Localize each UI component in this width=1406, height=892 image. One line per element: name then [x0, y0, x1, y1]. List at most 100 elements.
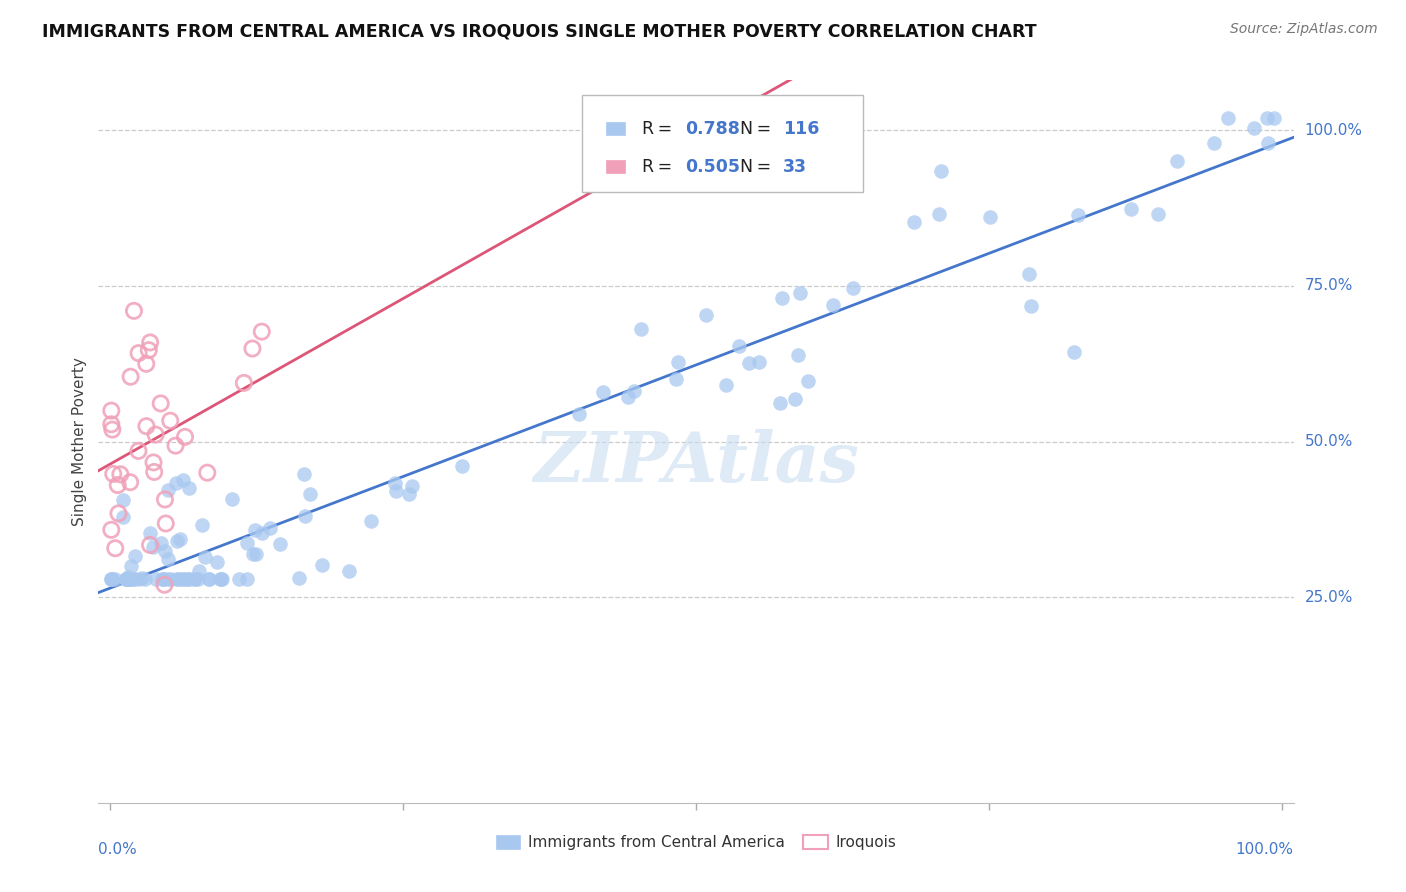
Text: 116: 116	[783, 120, 820, 137]
Point	[177, 572, 200, 586]
Point	[1019, 299, 1042, 313]
Point	[208, 572, 231, 586]
Point	[1018, 267, 1040, 281]
Point	[100, 572, 122, 586]
FancyBboxPatch shape	[582, 95, 863, 193]
Point	[118, 572, 141, 586]
Point	[294, 508, 316, 523]
Point	[738, 355, 761, 369]
Text: 0.788: 0.788	[685, 120, 740, 137]
Point	[232, 376, 254, 390]
Point	[197, 572, 219, 586]
Text: IMMIGRANTS FROM CENTRAL AMERICA VS IROQUOIS SINGLE MOTHER POVERTY CORRELATION CH: IMMIGRANTS FROM CENTRAL AMERICA VS IROQU…	[42, 22, 1036, 40]
Point	[1067, 208, 1090, 222]
Point	[139, 335, 162, 350]
Point	[166, 533, 188, 548]
Point	[101, 423, 124, 437]
Point	[568, 407, 591, 421]
Point	[211, 572, 233, 586]
Point	[384, 476, 406, 491]
Text: ZIPAtlas: ZIPAtlas	[533, 429, 859, 497]
Point	[169, 533, 191, 547]
Point	[167, 572, 190, 586]
Point	[979, 210, 1001, 224]
Point	[769, 396, 792, 410]
Point	[823, 298, 845, 312]
Point	[195, 466, 218, 480]
Point	[117, 570, 139, 584]
Point	[228, 572, 250, 586]
Point	[111, 493, 134, 508]
Point	[155, 544, 177, 558]
Point	[120, 559, 142, 574]
Point	[250, 526, 273, 541]
Point	[160, 572, 183, 586]
Point	[1257, 136, 1279, 150]
Point	[165, 475, 187, 490]
Point	[245, 523, 267, 537]
Point	[401, 479, 423, 493]
Point	[1147, 206, 1170, 220]
Text: 33: 33	[783, 158, 807, 176]
Text: N =: N =	[740, 158, 775, 176]
Point	[197, 572, 219, 586]
Point	[259, 521, 281, 535]
Point	[242, 547, 264, 561]
Point	[150, 572, 173, 586]
Text: R =: R =	[643, 158, 676, 176]
Point	[157, 552, 180, 566]
Point	[110, 467, 132, 482]
Point	[337, 565, 360, 579]
Point	[191, 517, 214, 532]
Point	[107, 507, 129, 521]
Point	[748, 354, 770, 368]
Point	[100, 572, 122, 586]
Point	[143, 465, 166, 479]
Point	[398, 487, 420, 501]
Point	[166, 572, 188, 586]
Point	[156, 572, 179, 586]
Point	[1202, 136, 1225, 150]
Point	[145, 427, 167, 442]
Point	[128, 572, 150, 586]
Point	[1243, 120, 1265, 135]
Text: R =: R =	[643, 120, 676, 137]
Point	[797, 375, 820, 389]
Text: 100.0%: 100.0%	[1305, 122, 1362, 137]
Point	[177, 572, 200, 586]
Point	[100, 403, 122, 417]
Point	[127, 443, 149, 458]
Point	[115, 572, 138, 586]
Point	[142, 455, 165, 469]
Point	[153, 578, 176, 592]
Point	[1216, 111, 1239, 125]
Point	[103, 572, 125, 586]
Point	[623, 384, 645, 398]
Point	[245, 547, 267, 561]
Point	[122, 572, 145, 586]
Point	[188, 564, 211, 578]
Point	[118, 572, 141, 586]
Point	[298, 487, 321, 501]
Point	[187, 572, 209, 586]
Point	[104, 541, 127, 556]
Point	[789, 286, 811, 301]
Text: 0.505: 0.505	[685, 158, 740, 176]
Point	[118, 572, 141, 586]
Y-axis label: Single Mother Poverty: Single Mother Poverty	[72, 357, 87, 526]
Point	[134, 572, 156, 586]
Point	[785, 392, 807, 407]
Point	[115, 572, 138, 586]
Point	[139, 538, 162, 552]
Point	[131, 571, 153, 585]
FancyBboxPatch shape	[606, 122, 624, 135]
Point	[122, 303, 145, 318]
Point	[221, 491, 243, 506]
Point	[292, 467, 315, 481]
Point	[236, 536, 259, 550]
Point	[101, 572, 124, 586]
Point	[128, 346, 150, 360]
Point	[135, 357, 157, 371]
Point	[172, 572, 194, 586]
Point	[177, 481, 200, 495]
